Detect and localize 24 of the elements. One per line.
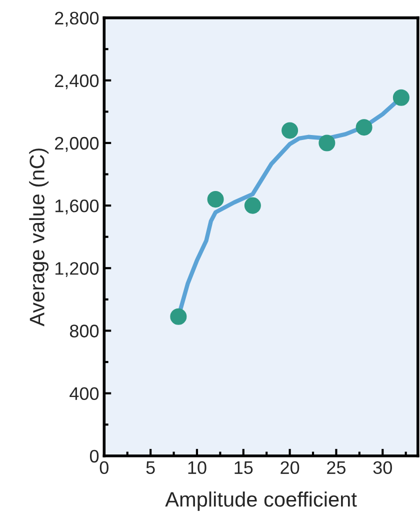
x-tick-label: 20 <box>280 461 300 474</box>
x-axis-title: Amplitude coefficient <box>165 491 357 511</box>
point <box>207 191 224 208</box>
point <box>282 122 298 139</box>
x-tick-label: 25 <box>327 461 346 474</box>
point <box>170 308 187 325</box>
x-tick-label: 30 <box>373 461 392 474</box>
point <box>356 119 372 136</box>
y-tick-label: 2,800 <box>55 12 99 27</box>
x-tick-label: 0 <box>100 461 108 474</box>
y-tick-label: 400 <box>70 387 99 400</box>
x-tick-label: 10 <box>188 461 206 474</box>
point <box>244 197 261 214</box>
x-tick-label: 15 <box>234 461 253 474</box>
x-tick-label: 5 <box>146 461 155 474</box>
point <box>392 89 410 106</box>
y-tick-label: 1,600 <box>55 199 99 214</box>
y-axis-title: Average value (nC) <box>29 148 49 326</box>
y-tick-label: 1,200 <box>55 262 99 277</box>
y-tick-label: 800 <box>70 324 99 338</box>
y-tick-label: 2,000 <box>55 136 99 152</box>
point <box>318 134 336 152</box>
y-tick-label: 0 <box>90 450 99 463</box>
y-tick-label: 2,400 <box>55 74 99 90</box>
